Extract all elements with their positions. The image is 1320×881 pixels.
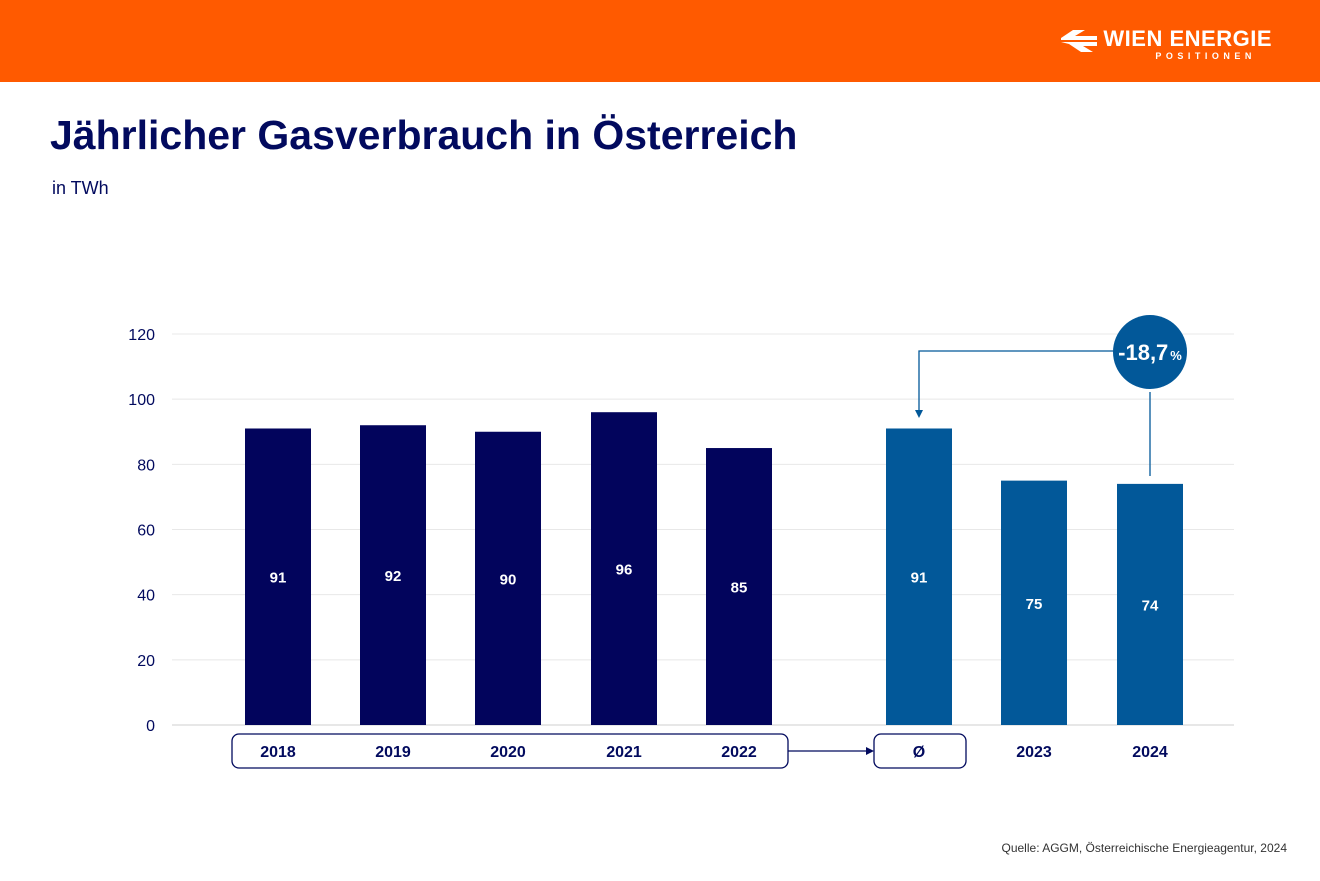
arrow-head-icon (915, 410, 923, 418)
comparison-line (918, 350, 1115, 412)
unit-label: in TWh (52, 178, 109, 198)
x-tick-label: 2019 (375, 744, 411, 761)
source-note: Quelle: AGGM, Österreichische Energieage… (1001, 841, 1288, 855)
y-tick-label: 60 (137, 523, 155, 540)
y-tick-label: 80 (137, 457, 155, 474)
bar-2023 (1001, 480, 1067, 725)
logo-icon (1061, 30, 1098, 52)
data-label: 91 (270, 570, 287, 587)
bar-2018 (245, 428, 311, 725)
x-tick-label: Ø (913, 744, 925, 761)
x-tick-label: 2020 (490, 744, 526, 761)
bar-2024 (1117, 483, 1183, 725)
y-tick-label: 100 (128, 392, 155, 409)
x-tick-label: 2018 (260, 744, 296, 761)
header-bar: WIEN ENERGIE POSITIONEN (0, 0, 1320, 82)
y-tick-label: 120 (128, 327, 155, 344)
arrow-head-icon (866, 747, 874, 755)
data-label: 92 (385, 568, 402, 585)
data-label: 96 (616, 562, 633, 579)
x-tick-label: 2021 (606, 744, 642, 761)
data-label: 75 (1026, 596, 1043, 613)
x-tick-label: 2023 (1016, 744, 1052, 761)
page-title: Jährlicher Gasverbrauch in Österreich (50, 112, 798, 158)
y-tick-label: 0 (146, 718, 155, 735)
wien-energie-logo: WIEN ENERGIE POSITIONEN (1059, 28, 1272, 62)
x-tick-label: 2024 (1132, 744, 1168, 761)
data-label: 85 (731, 580, 748, 597)
data-label: 91 (911, 570, 928, 587)
y-tick-label: 40 (137, 588, 155, 605)
data-label: 74 (1142, 597, 1159, 614)
change-badge-value: -18,7% (1118, 340, 1182, 365)
bar-Ø (886, 428, 952, 725)
bar-2022 (706, 448, 772, 725)
change-badge (1113, 315, 1187, 389)
bar-2020 (475, 431, 541, 725)
x-tick-label: 2022 (721, 744, 757, 761)
bar-2019 (360, 425, 426, 725)
y-tick-label: 20 (137, 653, 155, 670)
bar-2021 (591, 412, 657, 725)
data-label: 90 (500, 571, 517, 588)
